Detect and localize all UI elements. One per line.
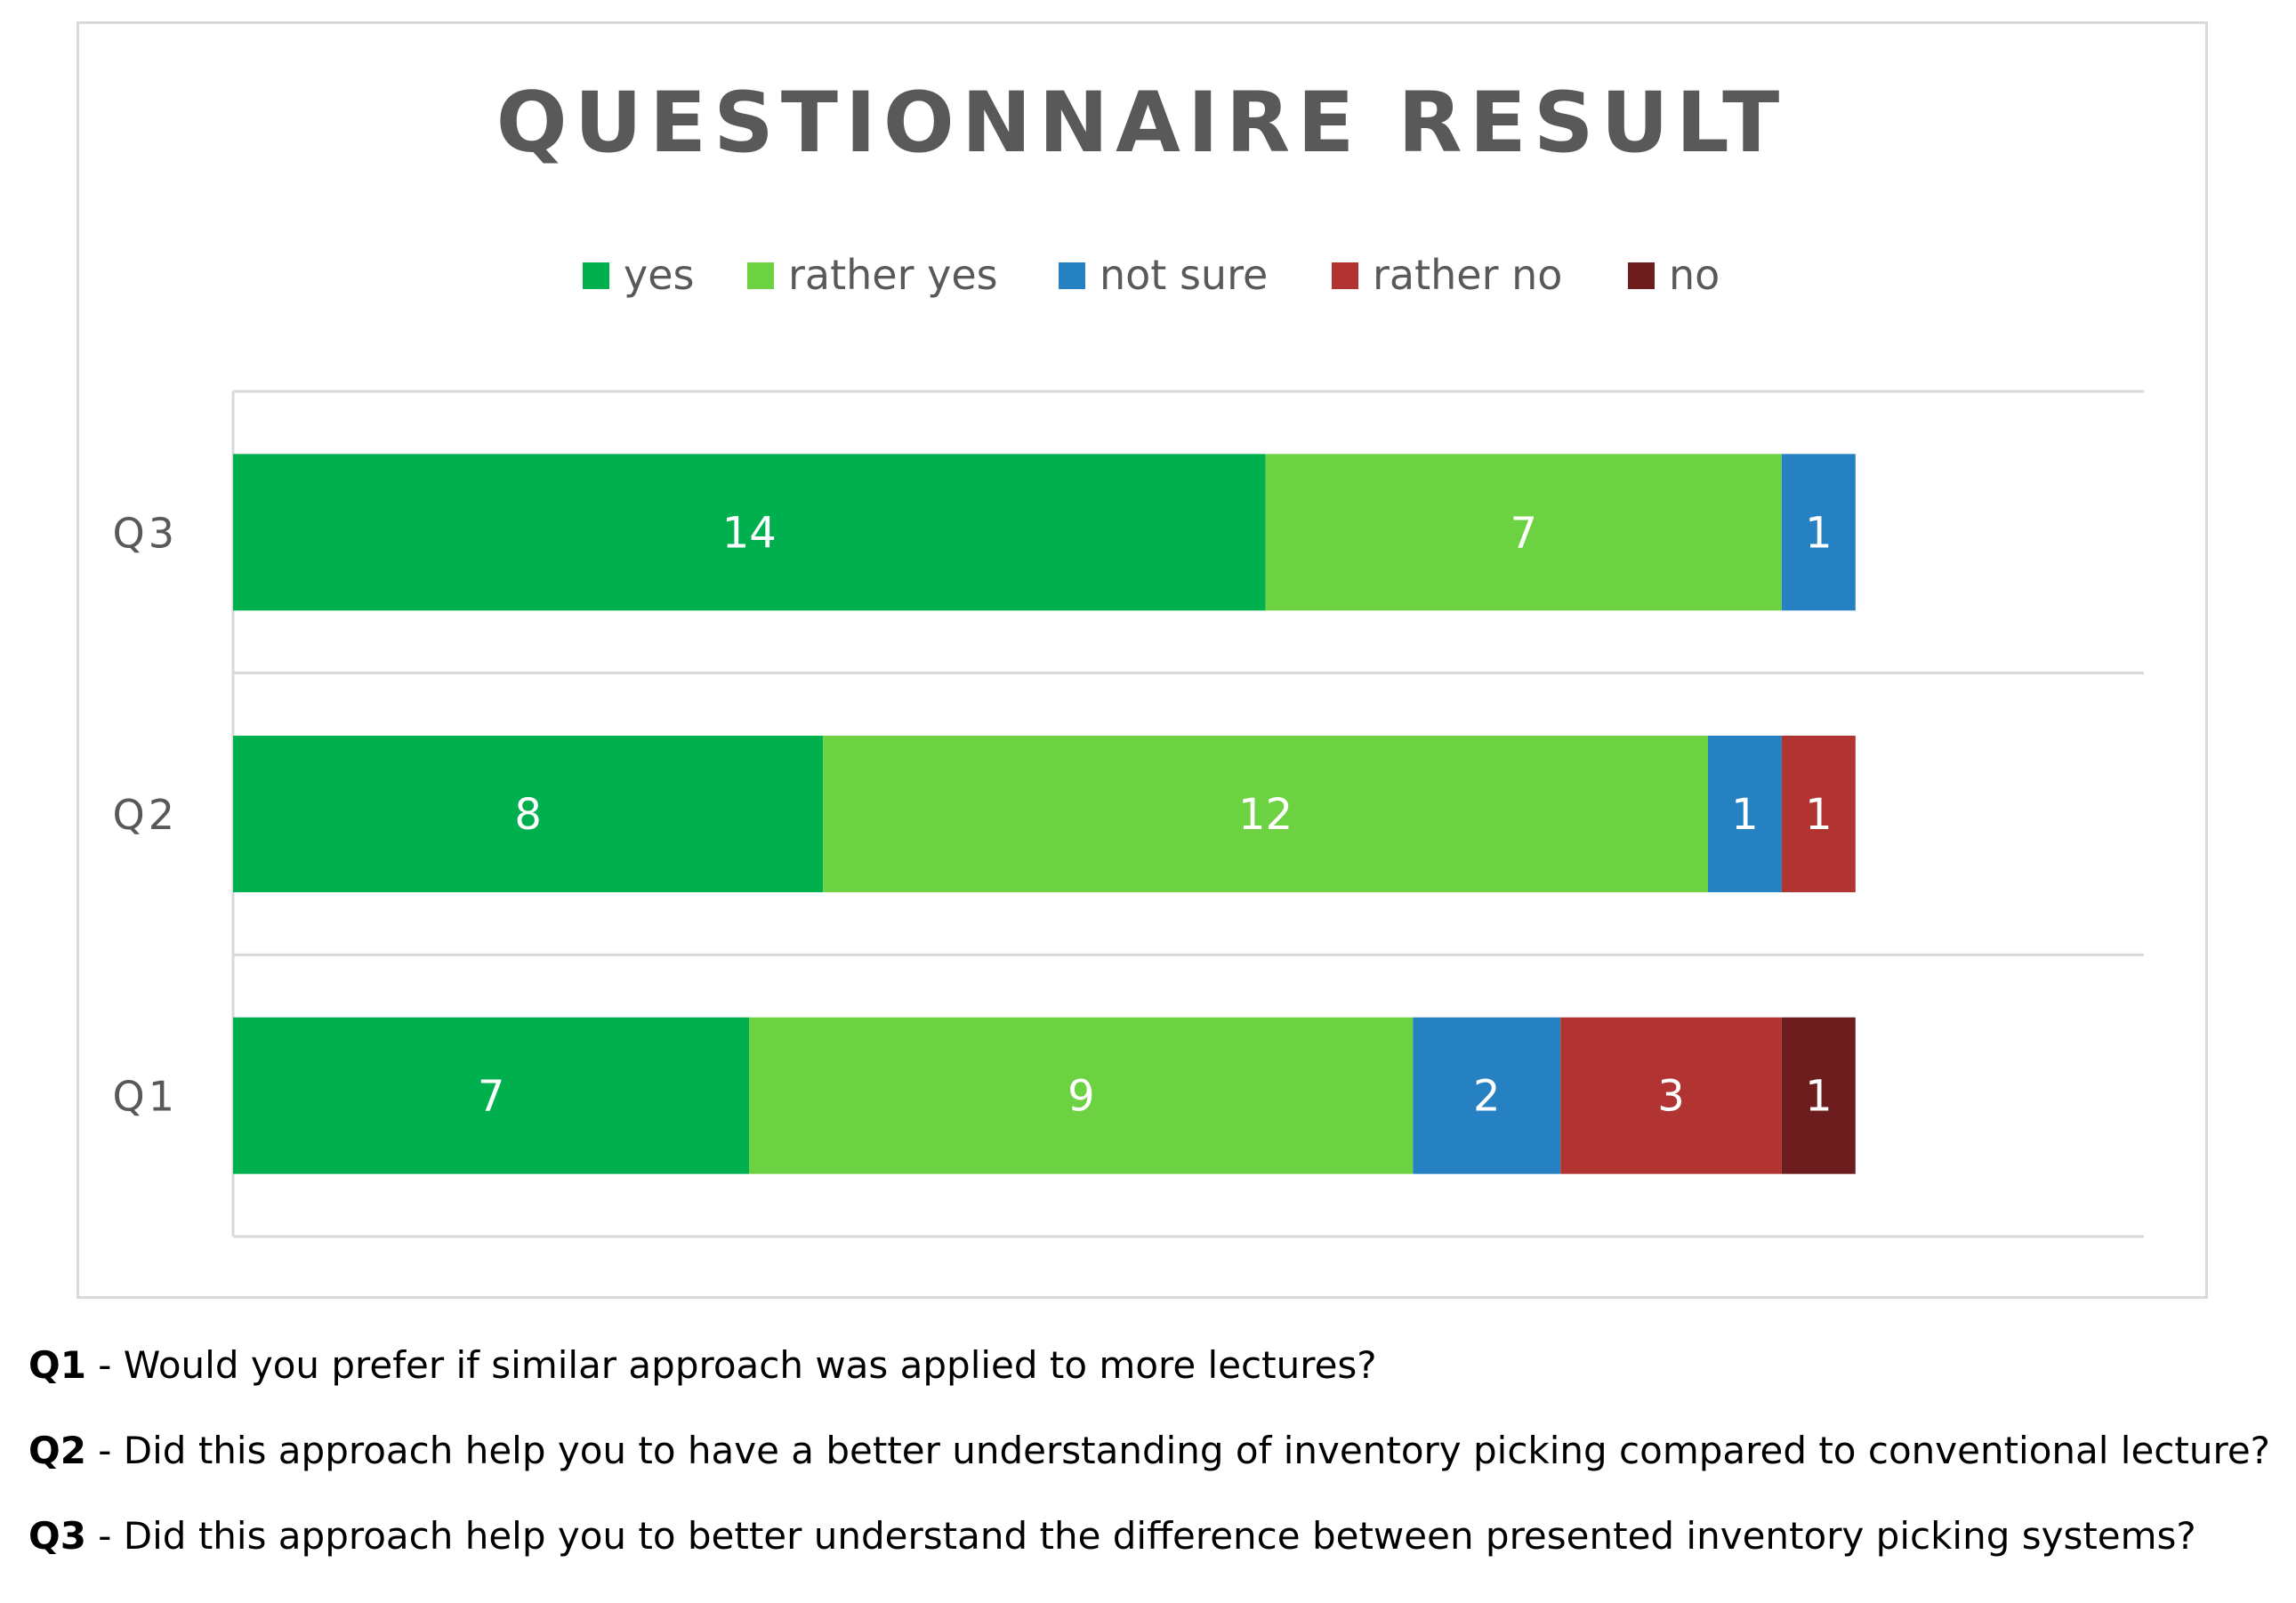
chart-title: QUESTIONNAIRE RESULT <box>496 75 1787 172</box>
data-label-q1-not-sure: 2 <box>1473 1072 1501 1122</box>
bar-q1-no <box>1781 1017 1856 1174</box>
bar-q1-yes <box>233 1017 750 1174</box>
bar-q2-not-sure <box>1708 736 1782 892</box>
data-label-q2-rather-no: 1 <box>1805 790 1833 840</box>
bar-q3-rather-yes <box>1265 454 1782 611</box>
bar-q2-yes <box>233 736 824 892</box>
chart-frame <box>77 21 2208 1299</box>
bar-q1-not-sure <box>1413 1017 1561 1174</box>
data-label-q2-not-sure: 1 <box>1731 790 1759 840</box>
legend-swatch-not-sure <box>1059 262 1085 289</box>
data-label-q3-yes: 14 <box>722 508 777 558</box>
legend-swatch-rather-yes <box>747 262 774 289</box>
footnote-id: Q3 <box>28 1514 86 1558</box>
legend-swatch-yes <box>583 262 609 289</box>
category-label-q2: Q2 <box>113 791 178 839</box>
chart-legend: yes rather yes not sure rather no no <box>583 251 1720 299</box>
legend-label-yes: yes <box>624 251 695 299</box>
category-labels: Q1 Q2 Q3 <box>113 509 178 1121</box>
bar-q1-rather-yes <box>749 1017 1414 1174</box>
data-label-q1-rather-yes: 9 <box>1067 1072 1095 1122</box>
footnote-id: Q1 <box>28 1343 86 1387</box>
data-label-q1-rather-no: 3 <box>1657 1072 1685 1122</box>
bar-q2-rather-no <box>1781 736 1856 892</box>
bar-q2-rather-yes <box>823 736 1708 892</box>
bar-q3-yes <box>233 454 1266 611</box>
bar-q3-not-sure <box>1781 454 1856 611</box>
category-label-q3: Q3 <box>113 509 178 557</box>
legend-label-no: no <box>1669 251 1720 299</box>
data-label-q1-no: 1 <box>1805 1072 1833 1122</box>
footnote-q1: Q1 - Would you prefer if similar approac… <box>28 1343 1377 1387</box>
legend-label-rather-yes: rather yes <box>788 251 998 299</box>
footnote-text: - Did this approach help you to better u… <box>85 1514 2196 1558</box>
data-label-q1-yes: 7 <box>478 1072 505 1122</box>
footnote-text: - Did this approach help you to have a b… <box>85 1429 2270 1472</box>
legend-swatch-no <box>1628 262 1655 289</box>
footnote-id: Q2 <box>28 1429 86 1472</box>
data-label-q2-yes: 8 <box>514 790 542 840</box>
bars: 7 9 2 3 18 12 1 114 7 1 <box>233 454 1856 1174</box>
data-label-q2-rather-yes: 12 <box>1238 790 1293 840</box>
footnote-q2: Q2 - Did this approach help you to have … <box>28 1429 2270 1472</box>
stacked-bar-chart: QUESTIONNAIRE RESULT yes rather yes not su… <box>113 75 2144 1238</box>
data-label-q3-rather-yes: 7 <box>1510 508 1537 558</box>
footnote-text: - Would you prefer if similar approach w… <box>85 1343 1377 1387</box>
category-label-q1: Q1 <box>113 1073 178 1121</box>
legend-label-rather-no: rather no <box>1373 251 1562 299</box>
data-label-q3-not-sure: 1 <box>1805 508 1833 558</box>
bar-q1-rather-no <box>1560 1017 1782 1174</box>
footnote-q3: Q3 - Did this approach help you to bette… <box>28 1514 2196 1558</box>
legend-swatch-rather-no <box>1332 262 1358 289</box>
legend-label-not-sure: not sure <box>1100 251 1268 299</box>
